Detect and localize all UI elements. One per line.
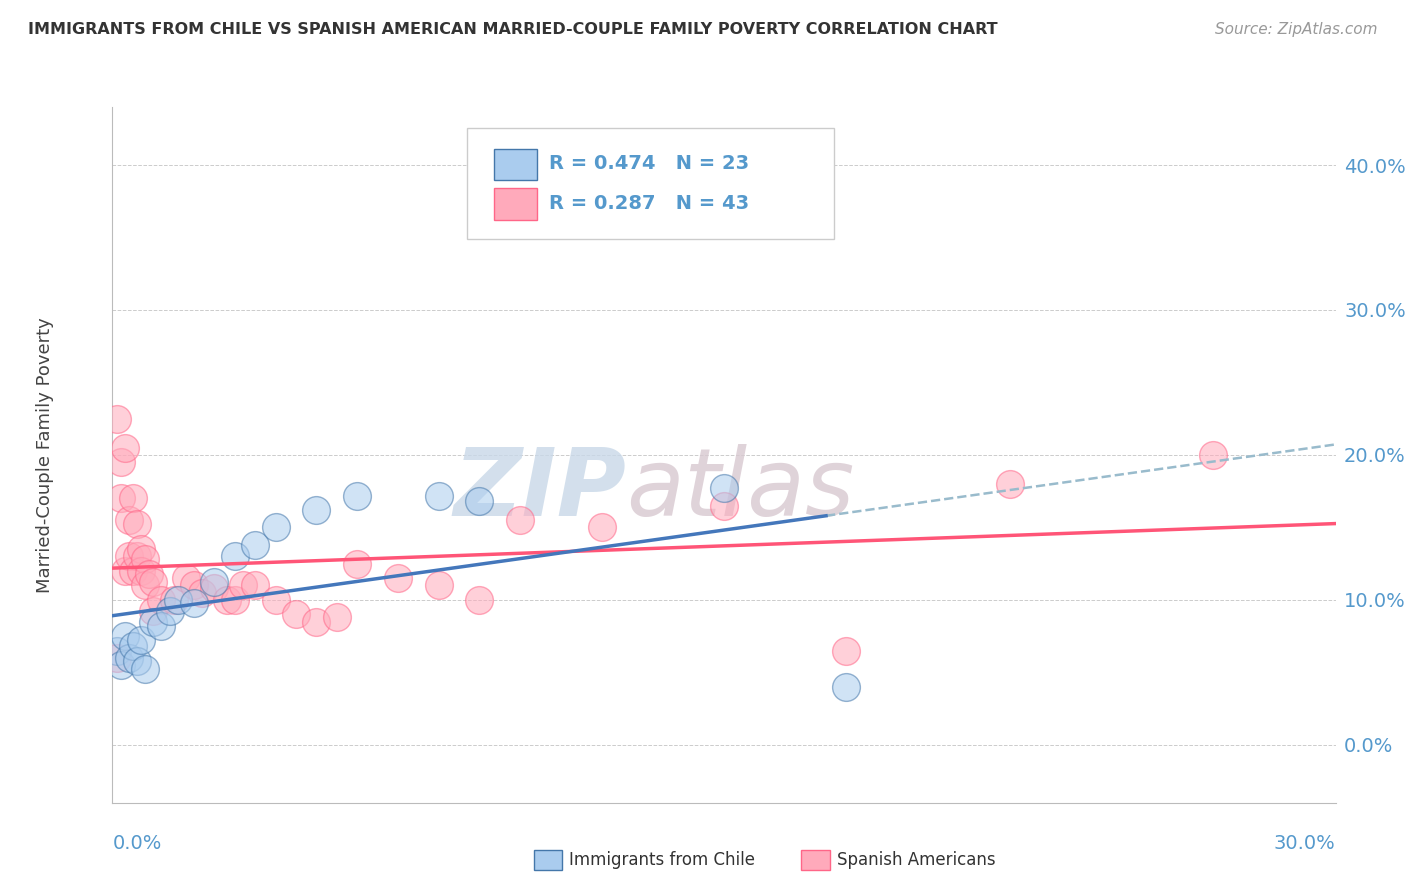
Point	[142, 615, 165, 629]
Point	[468, 592, 491, 607]
Point	[150, 592, 173, 607]
Point	[110, 455, 132, 469]
Point	[264, 592, 287, 607]
Point	[591, 520, 613, 534]
Point	[245, 578, 267, 592]
Point	[183, 596, 205, 610]
Point	[122, 491, 145, 506]
Bar	[494, 149, 537, 180]
Point	[134, 552, 156, 566]
Point	[134, 578, 156, 592]
Text: ZIP: ZIP	[453, 443, 626, 536]
Point	[134, 662, 156, 676]
Text: Spanish Americans: Spanish Americans	[837, 851, 995, 869]
Point	[166, 592, 188, 607]
FancyBboxPatch shape	[467, 128, 834, 239]
Point	[114, 629, 136, 643]
Text: 30.0%: 30.0%	[1274, 834, 1336, 853]
Point	[114, 564, 136, 578]
Point	[118, 549, 141, 564]
Point	[142, 605, 165, 619]
Point	[346, 557, 368, 571]
Point	[129, 542, 152, 557]
Point	[326, 610, 349, 624]
Point	[150, 619, 173, 633]
Point	[1202, 448, 1225, 462]
Text: R = 0.474   N = 23: R = 0.474 N = 23	[550, 154, 749, 173]
Point	[110, 491, 132, 506]
Text: Source: ZipAtlas.com: Source: ZipAtlas.com	[1215, 22, 1378, 37]
Point	[835, 680, 858, 694]
Point	[305, 615, 328, 629]
Point	[118, 651, 141, 665]
Point	[215, 592, 238, 607]
Point	[105, 643, 128, 657]
Point	[204, 582, 226, 596]
Point	[224, 549, 246, 564]
Point	[118, 513, 141, 527]
Point	[138, 566, 160, 581]
Point	[183, 578, 205, 592]
Point	[125, 549, 148, 564]
Point	[224, 592, 246, 607]
Point	[835, 643, 858, 657]
Point	[114, 441, 136, 455]
Point	[125, 517, 148, 532]
Text: IMMIGRANTS FROM CHILE VS SPANISH AMERICAN MARRIED-COUPLE FAMILY POVERTY CORRELAT: IMMIGRANTS FROM CHILE VS SPANISH AMERICA…	[28, 22, 998, 37]
Point	[125, 654, 148, 668]
Point	[122, 639, 145, 653]
Point	[191, 585, 214, 599]
Text: R = 0.287   N = 43: R = 0.287 N = 43	[550, 194, 749, 212]
Point	[232, 578, 254, 592]
Point	[105, 651, 128, 665]
Point	[110, 658, 132, 673]
Point	[245, 538, 267, 552]
Point	[122, 564, 145, 578]
Point	[305, 503, 328, 517]
Point	[174, 571, 197, 585]
Point	[998, 476, 1021, 491]
Point	[142, 575, 165, 590]
Text: atlas: atlas	[626, 444, 855, 535]
Point	[204, 575, 226, 590]
Point	[163, 592, 186, 607]
Point	[264, 520, 287, 534]
Point	[509, 513, 531, 527]
Point	[427, 489, 450, 503]
Text: 0.0%: 0.0%	[112, 834, 162, 853]
Point	[105, 411, 128, 425]
Point	[129, 633, 152, 648]
Point	[284, 607, 308, 622]
Point	[713, 481, 735, 495]
Point	[129, 564, 152, 578]
Point	[159, 605, 181, 619]
Point	[387, 571, 409, 585]
Point	[346, 489, 368, 503]
Bar	[494, 188, 537, 219]
Point	[427, 578, 450, 592]
Point	[468, 494, 491, 508]
Text: Married-Couple Family Poverty: Married-Couple Family Poverty	[37, 317, 55, 593]
Point	[713, 499, 735, 513]
Text: Immigrants from Chile: Immigrants from Chile	[569, 851, 755, 869]
